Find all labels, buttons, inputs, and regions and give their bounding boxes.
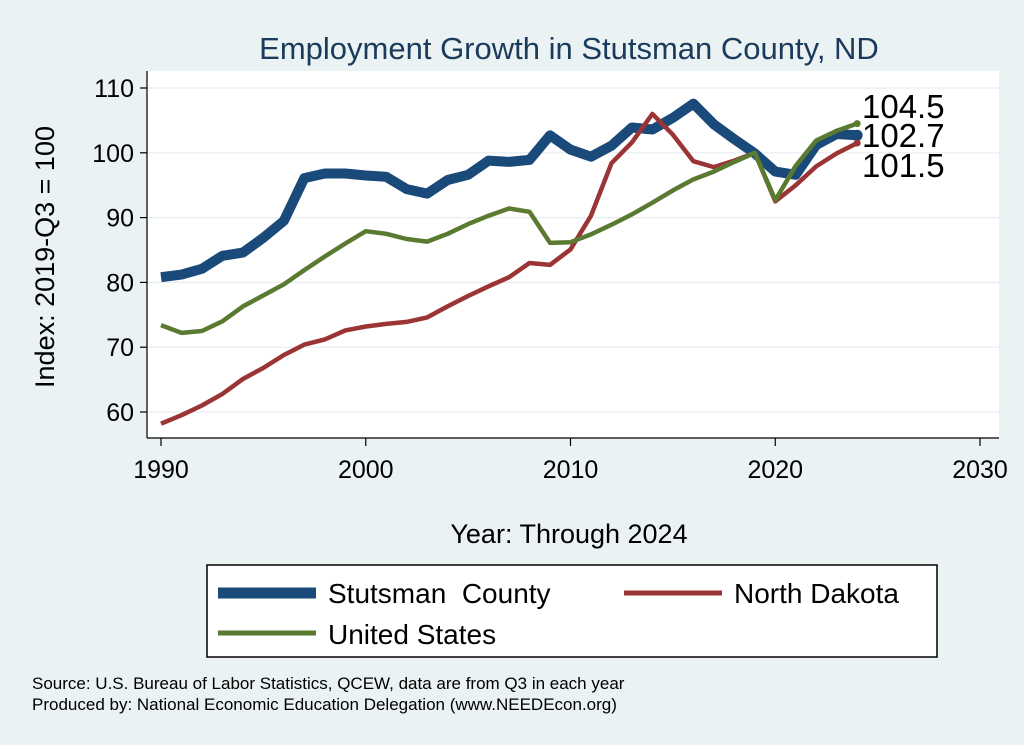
y-axis-title: Index: 2019-Q3 = 100: [30, 126, 60, 388]
y-tick-label: 90: [106, 205, 134, 233]
end-label-north-dakota: 101.5: [862, 147, 945, 184]
legend-label-stutsman: Stutsman County: [328, 578, 551, 609]
y-tick-label: 100: [92, 140, 134, 168]
source-note: Source: U.S. Bureau of Labor Statistics,…: [32, 674, 625, 693]
legend-label-north-dakota: North Dakota: [734, 578, 899, 609]
legend: Stutsman County North Dakota United Stat…: [206, 564, 938, 658]
series-line-stutsman: [160, 98, 858, 283]
series-end-dot-united-states: [853, 120, 861, 128]
y-tick-label: 60: [106, 399, 134, 427]
legend-box: [206, 564, 938, 658]
series-end-dot-north-dakota: [853, 139, 861, 147]
axis-ticks: 60 70 80 90 100 110 1990 2000 2010 2020 2030: [92, 75, 1008, 484]
producer-note: Produced by: National Economic Education…: [32, 695, 617, 714]
x-tick-label: 2020: [747, 456, 803, 484]
y-tick-label: 70: [106, 334, 134, 362]
y-tick-label: 110: [94, 75, 134, 103]
chart-title: Employment Growth in Stutsman County, ND: [259, 31, 879, 66]
x-axis-title: Year: Through 2024: [450, 519, 687, 549]
series-end-dot-stutsman: [851, 129, 863, 141]
x-tick-label: 2030: [952, 456, 1008, 484]
x-tick-label: 2000: [338, 456, 394, 484]
series-lines: [160, 98, 863, 426]
end-label-united-states: 104.5: [862, 88, 945, 125]
x-tick-label: 2010: [543, 456, 599, 484]
series-line-united-states: [160, 121, 858, 336]
legend-label-united-states: United States: [328, 619, 496, 650]
end-label-stutsman: 102.7: [862, 117, 945, 154]
x-tick-label: 1990: [133, 456, 189, 484]
y-tick-label: 80: [106, 269, 134, 297]
